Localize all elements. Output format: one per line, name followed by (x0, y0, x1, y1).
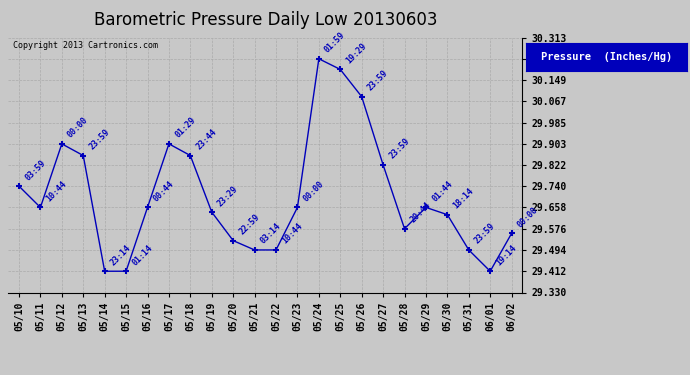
Text: 23:44: 23:44 (195, 128, 219, 152)
Text: 23:59: 23:59 (387, 136, 411, 161)
Text: 00:00: 00:00 (302, 179, 326, 203)
Text: 23:14: 23:14 (109, 243, 133, 267)
Text: 19:14: 19:14 (494, 243, 518, 267)
Text: Barometric Pressure Daily Low 20130603: Barometric Pressure Daily Low 20130603 (94, 11, 437, 29)
Text: 01:59: 01:59 (323, 31, 347, 55)
Text: 01:29: 01:29 (173, 116, 197, 140)
Text: Pressure  (Inches/Hg): Pressure (Inches/Hg) (540, 52, 672, 62)
Text: Copyright 2013 Cartronics.com: Copyright 2013 Cartronics.com (13, 41, 159, 50)
Text: 23:29: 23:29 (216, 184, 240, 208)
Text: 23:59: 23:59 (473, 222, 497, 246)
Text: 23:59: 23:59 (366, 68, 390, 93)
Text: 03:59: 03:59 (23, 158, 47, 182)
Text: 18:14: 18:14 (451, 186, 475, 210)
Text: 00:00: 00:00 (66, 116, 90, 140)
Text: 01:44: 01:44 (430, 179, 454, 203)
Text: 22:59: 22:59 (237, 212, 262, 237)
Text: 00:00: 00:00 (516, 205, 540, 229)
Text: 10:44: 10:44 (280, 222, 304, 246)
Text: 01:14: 01:14 (130, 243, 155, 267)
Text: 10:44: 10:44 (45, 179, 68, 203)
Text: 23:59: 23:59 (88, 128, 112, 152)
Text: 19:29: 19:29 (344, 41, 368, 65)
Text: 03:14: 03:14 (259, 222, 283, 246)
Text: 20:44: 20:44 (408, 201, 433, 225)
Text: 00:44: 00:44 (152, 179, 176, 203)
